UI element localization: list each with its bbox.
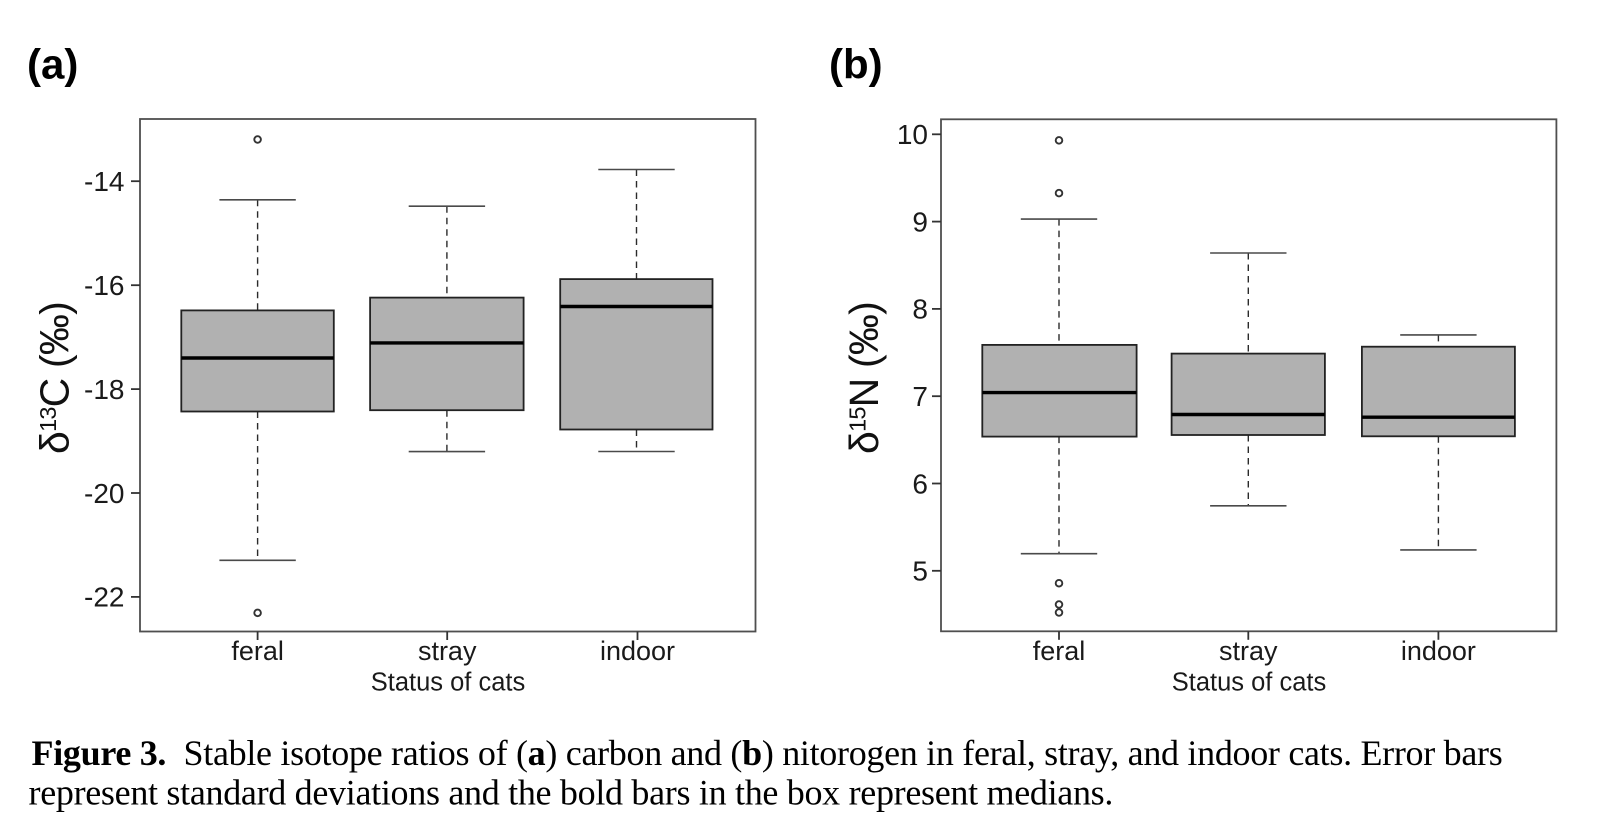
svg-text:Status of cats: Status of cats bbox=[1172, 669, 1327, 697]
svg-text:7: 7 bbox=[912, 381, 928, 412]
svg-text:indoor: indoor bbox=[600, 636, 675, 666]
svg-text:stray: stray bbox=[418, 636, 477, 666]
svg-text:Figure 3. Stable isotope rati: Figure 3. Stable isotope ratios of (a) c… bbox=[32, 733, 1503, 773]
svg-text:indoor: indoor bbox=[1401, 636, 1476, 666]
svg-text:8: 8 bbox=[912, 294, 928, 325]
svg-text:Status of cats: Status of cats bbox=[371, 669, 526, 697]
svg-text:δ13C (‰): δ13C (‰) bbox=[32, 302, 78, 454]
svg-text:represent standard deviations: represent standard deviations and the bo… bbox=[29, 773, 1114, 813]
svg-text:-18: -18 bbox=[84, 374, 124, 405]
svg-text:-22: -22 bbox=[84, 582, 124, 613]
svg-text:10: 10 bbox=[897, 119, 928, 150]
svg-text:(a): (a) bbox=[27, 41, 78, 88]
svg-text:feral: feral bbox=[1033, 636, 1086, 666]
svg-text:(b): (b) bbox=[829, 41, 883, 88]
svg-text:-16: -16 bbox=[84, 270, 124, 301]
svg-text:9: 9 bbox=[912, 206, 928, 237]
svg-text:5: 5 bbox=[912, 556, 928, 587]
svg-text:feral: feral bbox=[231, 636, 284, 666]
svg-text:-14: -14 bbox=[84, 166, 124, 197]
svg-text:6: 6 bbox=[912, 468, 928, 499]
svg-text:-20: -20 bbox=[84, 478, 124, 509]
svg-text:stray: stray bbox=[1219, 636, 1278, 666]
